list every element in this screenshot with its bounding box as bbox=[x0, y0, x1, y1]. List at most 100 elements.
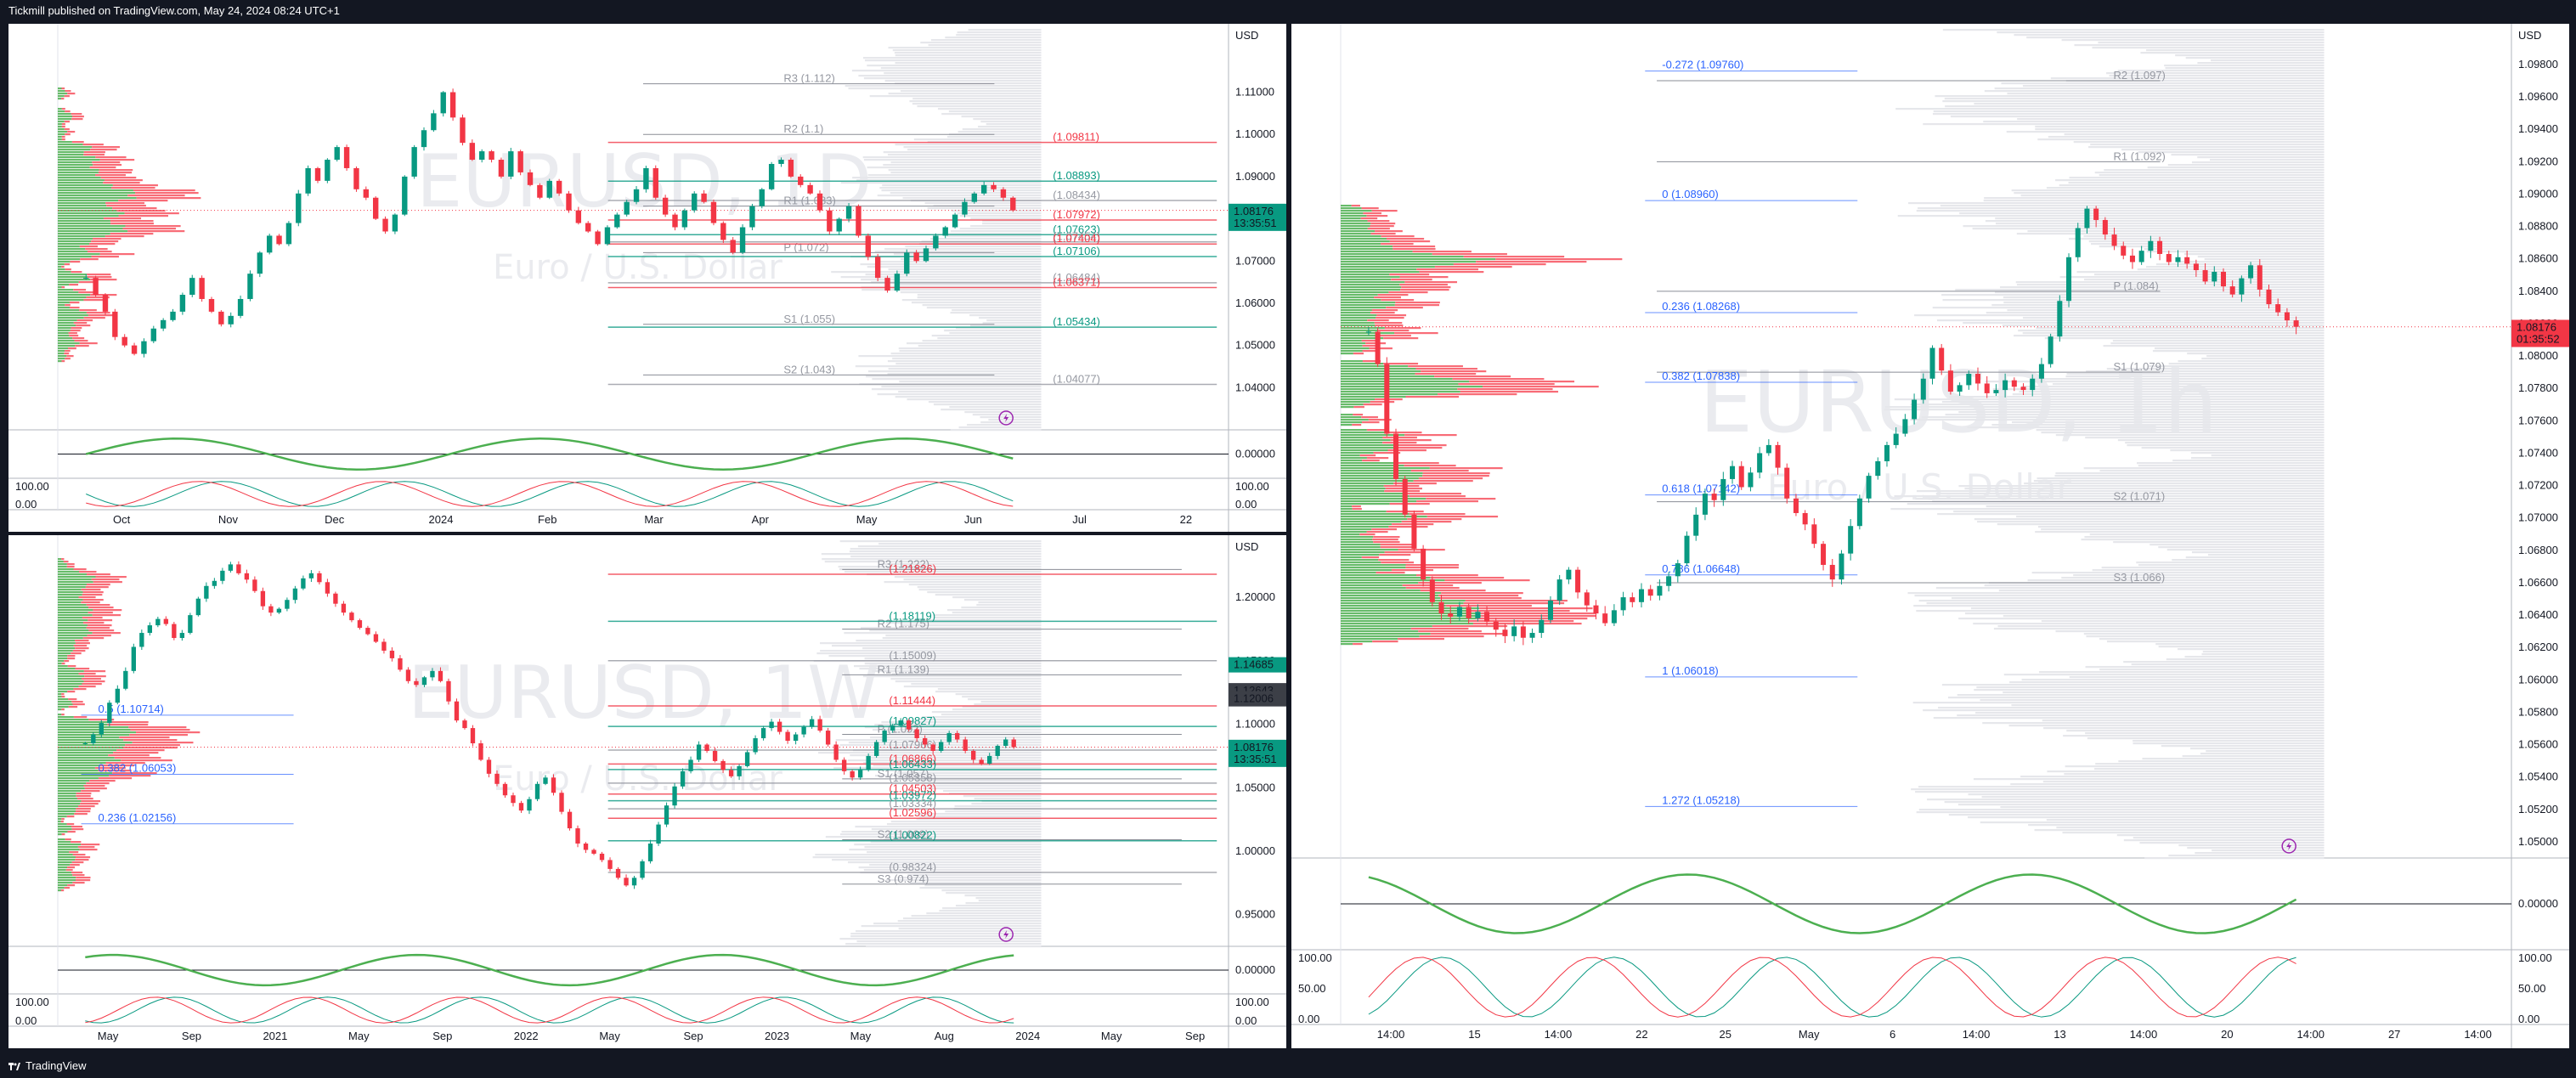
volume-profile-down-bar bbox=[71, 271, 82, 274]
volume-profile-up-bar bbox=[58, 851, 70, 854]
price-tick-label: 1.05400 bbox=[2518, 770, 2558, 783]
visible-range-profile-bar bbox=[1951, 597, 2325, 600]
volume-profile-up-bar bbox=[58, 777, 99, 780]
visible-range-profile-bar bbox=[872, 670, 1042, 673]
volume-profile-down-bar bbox=[1372, 539, 1398, 541]
visible-range-profile-bar bbox=[2099, 470, 2325, 472]
volume-profile-up-bar bbox=[58, 189, 133, 192]
visible-range-profile-bar bbox=[2182, 755, 2325, 758]
pivot-level-label: S2 (1.043) bbox=[783, 363, 835, 375]
volume-profile-down-bar bbox=[89, 166, 116, 169]
visible-range-profile-bar bbox=[1958, 411, 2325, 414]
volume-profile-down-bar bbox=[1452, 378, 1545, 381]
visible-range-profile-bar bbox=[2061, 577, 2325, 579]
volume-profile-up-bar bbox=[1341, 396, 1406, 398]
candle-body bbox=[2048, 336, 2053, 364]
visible-range-profile-bar bbox=[917, 294, 1042, 296]
candle-body bbox=[2121, 246, 2127, 256]
fib-level-label: 0.382 (1.07838) bbox=[1662, 370, 1740, 382]
volume-profile-up-bar bbox=[58, 645, 74, 647]
visible-range-profile-bar bbox=[2094, 768, 2325, 770]
volume-profile-up-bar bbox=[58, 200, 119, 202]
volume-profile-down-bar bbox=[1376, 317, 1404, 319]
visible-range-profile-bar bbox=[854, 844, 1042, 846]
candle-body bbox=[1638, 589, 1645, 602]
visible-range-profile-bar bbox=[888, 47, 1042, 49]
candle-body bbox=[163, 618, 169, 624]
time-tick-label: May bbox=[856, 513, 878, 526]
volume-profile-up-bar bbox=[1341, 416, 1362, 419]
visible-range-profile-bar bbox=[854, 665, 1042, 668]
candle-body bbox=[141, 341, 147, 354]
volume-profile-up-bar bbox=[58, 342, 80, 345]
volume-profile-down-bar bbox=[95, 156, 127, 159]
price-badge-value: 1.08176 bbox=[1234, 741, 1274, 753]
visible-range-profile-bar bbox=[2014, 34, 2325, 37]
candle-body bbox=[2202, 270, 2208, 282]
visible-range-profile-bar bbox=[2127, 444, 2325, 447]
time-tick-label: 22 bbox=[1180, 513, 1192, 526]
time-tick-label: May bbox=[1101, 1030, 1122, 1042]
visible-range-profile-bar bbox=[862, 675, 1042, 678]
visible-range-profile-bar bbox=[956, 34, 1042, 37]
publisher-banner: Tickmill published on TradingView.com, M… bbox=[8, 4, 340, 17]
chart-panel-hourly[interactable]: EURUSD, 1hEuro / U.S. Dollar1.098001.096… bbox=[1291, 24, 2569, 1048]
volume-profile-up-bar bbox=[58, 217, 104, 220]
time-tick-label: 14:00 bbox=[2296, 1028, 2325, 1041]
candle-body bbox=[155, 618, 161, 626]
volume-profile-down-bar bbox=[86, 296, 110, 299]
visible-range-profile-bar bbox=[2003, 302, 2325, 304]
price-tick-label: 1.07000 bbox=[1235, 254, 1275, 267]
candle-body bbox=[208, 298, 215, 312]
volume-profile-down-bar bbox=[73, 716, 88, 719]
volume-profile-up-bar bbox=[1341, 373, 1415, 375]
time-tick-label: 20 bbox=[2221, 1028, 2233, 1041]
volume-profile-up-bar bbox=[58, 566, 67, 568]
visible-range-profile-bar bbox=[1945, 105, 2325, 108]
visible-range-profile-bar bbox=[1916, 610, 2325, 612]
visible-range-profile-bar bbox=[927, 207, 1042, 210]
volume-profile-down-bar bbox=[1420, 590, 1486, 592]
candle-body bbox=[204, 585, 209, 599]
time-tick-label: 2024 bbox=[429, 513, 454, 526]
volume-profile-up-bar bbox=[1341, 452, 1374, 454]
candle-body bbox=[768, 163, 775, 189]
visible-range-profile-bar bbox=[2086, 370, 2325, 373]
visible-range-profile-bar bbox=[1944, 98, 2325, 100]
volume-profile-down-bar bbox=[122, 228, 177, 230]
visible-range-profile-bar bbox=[961, 607, 1042, 609]
visible-range-profile-bar bbox=[1907, 592, 2325, 595]
visible-range-profile-bar bbox=[2001, 82, 2325, 85]
visible-range-profile-bar bbox=[867, 370, 1042, 373]
visible-range-profile-bar bbox=[871, 828, 1042, 831]
chart-panel-daily[interactable]: EURUSD, 1D Euro / U.S. Dollar 1.11000 1.100… bbox=[8, 24, 1286, 532]
volume-profile-down-bar bbox=[110, 233, 154, 235]
visible-range-profile-bar bbox=[2147, 166, 2325, 169]
visible-range-profile-bar bbox=[886, 823, 1042, 826]
volume-profile-up-bar bbox=[58, 663, 62, 665]
volume-profile-up-bar bbox=[58, 640, 76, 642]
visible-range-profile-bar bbox=[2166, 658, 2325, 661]
volume-profile-down-bar bbox=[68, 347, 76, 350]
volume-profile-up-bar bbox=[58, 721, 108, 724]
candle-body bbox=[688, 759, 693, 771]
volume-profile-up-bar bbox=[58, 360, 62, 363]
volume-profile-down-bar bbox=[1368, 419, 1392, 421]
chart-hourly[interactable]: EURUSD, 1hEuro / U.S. Dollar1.098001.096… bbox=[1291, 24, 2569, 1048]
visible-range-profile-bar bbox=[2201, 358, 2325, 360]
sr-level-label: (1.07972) bbox=[1053, 208, 1100, 221]
volume-profile-up-bar bbox=[58, 874, 73, 877]
visible-range-profile-bar bbox=[857, 545, 1042, 548]
volume-profile-up-bar bbox=[58, 330, 71, 332]
stoch-tick-label-left: 100.00 bbox=[15, 996, 49, 1008]
candle-body bbox=[701, 193, 707, 202]
price-tick-label: 1.07000 bbox=[2518, 511, 2558, 524]
volume-profile-down-bar bbox=[67, 866, 76, 869]
candle-body bbox=[995, 745, 1000, 756]
visible-range-profile-bar bbox=[2197, 256, 2325, 258]
visible-range-profile-bar bbox=[1914, 314, 2325, 317]
candle-body bbox=[2003, 380, 2008, 391]
